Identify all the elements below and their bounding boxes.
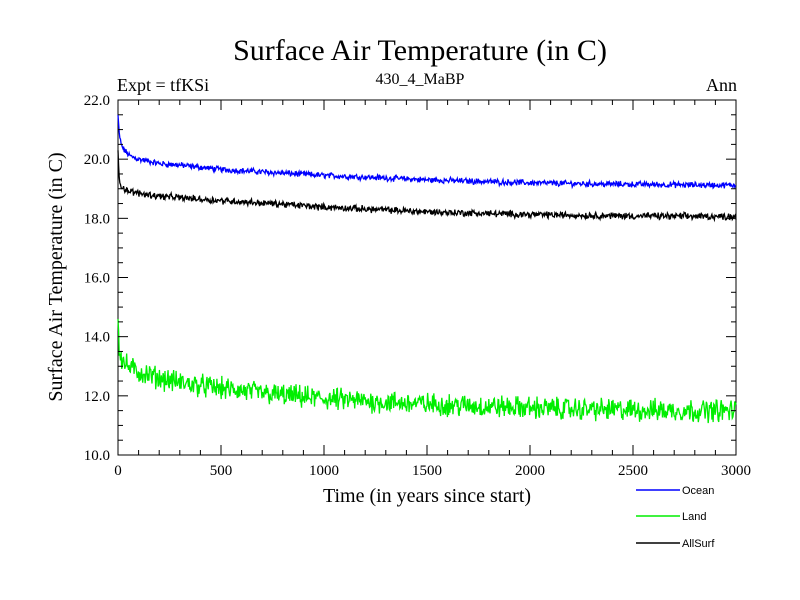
y-tick-label: 20.0	[84, 152, 110, 168]
x-tick-label: 2000	[515, 463, 545, 479]
x-axis-label: Time (in years since start)	[323, 485, 531, 507]
chart-title: Surface Air Temperature (in C)	[233, 34, 607, 67]
legend-label-ocean: Ocean	[682, 485, 714, 497]
y-tick-label: 10.0	[84, 448, 110, 464]
series-line-allsurf	[117, 150, 737, 223]
legend-label-allsurf: AllSurf	[682, 538, 715, 550]
y-tick-label: 14.0	[84, 330, 110, 346]
x-tick-label: 3000	[721, 463, 751, 479]
y-tick-label: 22.0	[84, 93, 110, 109]
x-tick-label: 500	[210, 463, 233, 479]
experiment-label: Expt = tfKSi	[117, 75, 209, 95]
y-tick-label: 18.0	[84, 211, 110, 227]
y-tick-label: 16.0	[84, 271, 110, 287]
series-line-ocean	[117, 114, 737, 190]
x-tick-label: 2500	[618, 463, 648, 479]
legend: Ocean Land AllSurf	[636, 485, 715, 550]
x-tick-label: 1500	[412, 463, 442, 479]
period-label: 430_4_MaBP	[376, 71, 465, 88]
legend-label-land: Land	[682, 511, 706, 523]
x-tick-label: 0	[114, 463, 122, 479]
y-axis-label: Surface Air Temperature (in C)	[45, 152, 67, 401]
series-layer	[117, 114, 737, 424]
tick-layer: 0 500 1000 1500 2000 2500 3000 10.0 12.0 14.0 16.0…	[84, 93, 751, 479]
y-tick-label: 12.0	[84, 389, 110, 405]
x-tick-label: 1000	[309, 463, 339, 479]
series-line-land	[117, 318, 737, 424]
season-label: Ann	[706, 75, 737, 95]
